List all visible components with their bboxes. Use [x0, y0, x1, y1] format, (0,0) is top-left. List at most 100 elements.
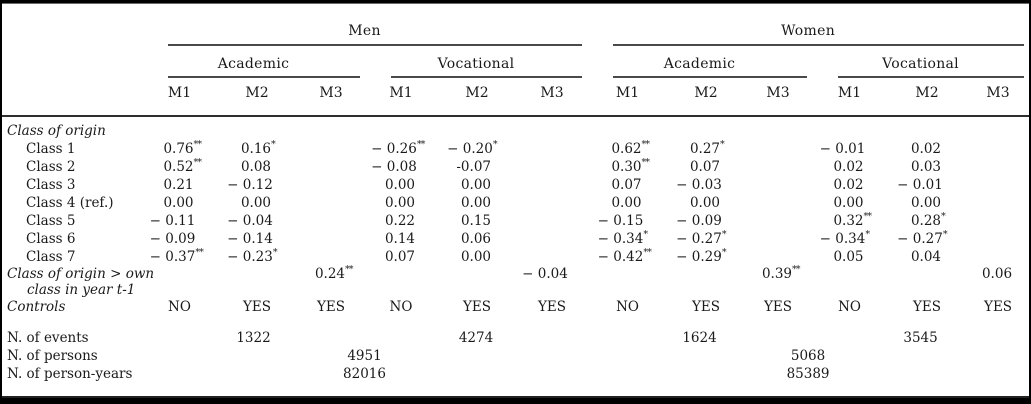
- model-header: M2: [887, 78, 968, 117]
- table-row: Class 1 0.76** 0.16* − 0.26** − 0.20* 0.62** 0…: [2, 140, 1029, 158]
- value-cell: 85389: [786, 366, 830, 382]
- women-academic-label: Academic: [663, 56, 736, 72]
- value-cell: 0.02: [833, 177, 864, 193]
- value-cell: 3545: [903, 330, 938, 346]
- value-cell: [297, 248, 365, 266]
- value-cell: − 0.37**: [149, 247, 204, 265]
- value-cell: [217, 266, 297, 298]
- value-cell: -0.07: [456, 159, 491, 175]
- value-cell: YES: [316, 299, 345, 315]
- value-cell: 0.00: [611, 195, 642, 211]
- table-row: Class 4 (ref.) 0.00 0.00 0.00 0.00 0.00 0.00 0.…: [2, 194, 1029, 212]
- value-cell: 0.14: [384, 231, 415, 247]
- value-cell: − 0.11: [149, 213, 196, 229]
- model-header: M2: [668, 78, 745, 117]
- value-cell: [297, 158, 365, 176]
- row-label: Class 7: [26, 249, 76, 265]
- model-header: M1: [587, 78, 669, 117]
- men-academic-rule: [168, 76, 360, 78]
- value-cell: 0.07: [689, 159, 721, 175]
- model-header: M2: [217, 78, 297, 117]
- value-cell: 0.76**: [163, 139, 202, 157]
- table-row: Class 5 − 0.11 − 0.04 0.22 0.15 − 0.15 − 0.09 0…: [2, 212, 1029, 230]
- value-cell: − 0.01: [819, 141, 866, 157]
- row-label: Class 4 (ref.): [26, 195, 114, 211]
- value-cell: 0.28*: [910, 211, 946, 229]
- value-cell: [967, 176, 1029, 194]
- value-cell: 0.24**: [314, 264, 354, 282]
- value-cell: [744, 176, 812, 194]
- value-cell: 0.52**: [163, 157, 202, 175]
- value-cell: − 0.42**: [597, 247, 652, 265]
- value-cell: 0.21: [163, 177, 194, 193]
- value-cell: [744, 194, 812, 212]
- value-cell: [297, 212, 365, 230]
- value-cell: 0.16*: [240, 139, 276, 157]
- value-cell: 0.03: [910, 159, 942, 175]
- value-cell: 0.62**: [611, 139, 650, 157]
- men-academic-header: Academic: [142, 46, 365, 78]
- value-cell: [587, 266, 668, 298]
- value-cell: YES: [462, 299, 491, 315]
- value-cell: [517, 230, 587, 248]
- value-cell: [517, 158, 587, 176]
- value-cell: NO: [389, 299, 413, 315]
- table-body: Class of origin Class 1 0.76** 0.16* − 0.26*…: [2, 116, 1029, 389]
- value-cell: 0.00: [910, 195, 942, 211]
- value-cell: − 0.34*: [819, 229, 870, 247]
- value-cell: 0.00: [460, 249, 491, 265]
- value-cell: 0.32**: [833, 211, 872, 229]
- value-cell: − 0.04: [522, 266, 568, 282]
- value-cell: YES: [913, 299, 942, 315]
- value-cell: YES: [242, 299, 271, 315]
- model-header: M1: [142, 78, 217, 117]
- value-cell: YES: [984, 299, 1013, 315]
- model-header: M3: [297, 78, 365, 117]
- women-vocational-header: Vocational: [812, 46, 1029, 78]
- men-vocational-rule: [391, 76, 583, 78]
- value-cell: [744, 230, 812, 248]
- value-cell: 0.08: [240, 159, 271, 175]
- subgroup-header-row: Academic Vocational Academic Vocational: [2, 46, 1029, 78]
- corner-cell: [2, 78, 142, 117]
- value-cell: − 0.09: [149, 231, 196, 247]
- value-cell: [887, 266, 967, 298]
- value-cell: − 0.12: [227, 177, 273, 193]
- value-cell: [668, 266, 744, 298]
- value-cell: − 0.26**: [371, 139, 425, 157]
- value-cell: 0.30**: [611, 157, 650, 175]
- model-header: M3: [744, 78, 813, 117]
- value-cell: 0.00: [460, 195, 491, 211]
- row-label: N. of events: [7, 330, 89, 346]
- value-cell: 0.07: [611, 177, 642, 193]
- value-cell: − 0.08: [371, 159, 417, 175]
- value-cell: − 0.14: [227, 231, 273, 247]
- women-vocational-label: Vocational: [882, 56, 959, 72]
- value-cell: 0.02: [833, 159, 864, 175]
- table-row: Class 2 0.52** 0.08 − 0.08 -0.07 0.30** 0.07 0.…: [2, 158, 1029, 176]
- value-cell: 0.02: [910, 141, 942, 157]
- table-row: Controls NO YES YES NO YES YES NO YES YES NO YES YES: [2, 298, 1029, 316]
- value-cell: 0.06: [981, 266, 1013, 282]
- model-header: M3: [517, 78, 588, 117]
- men-vocational-header: Vocational: [365, 46, 587, 78]
- women-group-label: Women: [781, 23, 836, 39]
- value-cell: [517, 176, 587, 194]
- value-cell: 0.05: [833, 249, 864, 265]
- value-cell: − 0.01: [897, 177, 943, 193]
- value-cell: [967, 248, 1029, 266]
- value-cell: 0.00: [689, 195, 721, 211]
- value-cell: 0.07: [384, 249, 415, 265]
- value-cell: YES: [764, 299, 793, 315]
- spacer-cell: [2, 316, 1029, 329]
- table-row: [2, 316, 1029, 329]
- corner-cell: [2, 4, 142, 46]
- table-row: Class of origin: [2, 116, 1029, 140]
- value-cell: 4274: [458, 330, 494, 346]
- value-cell: [517, 212, 587, 230]
- men-academic-label: Academic: [217, 56, 290, 72]
- women-group-rule: [613, 44, 1025, 46]
- value-cell: [967, 230, 1029, 248]
- value-cell: [967, 212, 1029, 230]
- value-cell: [365, 266, 437, 298]
